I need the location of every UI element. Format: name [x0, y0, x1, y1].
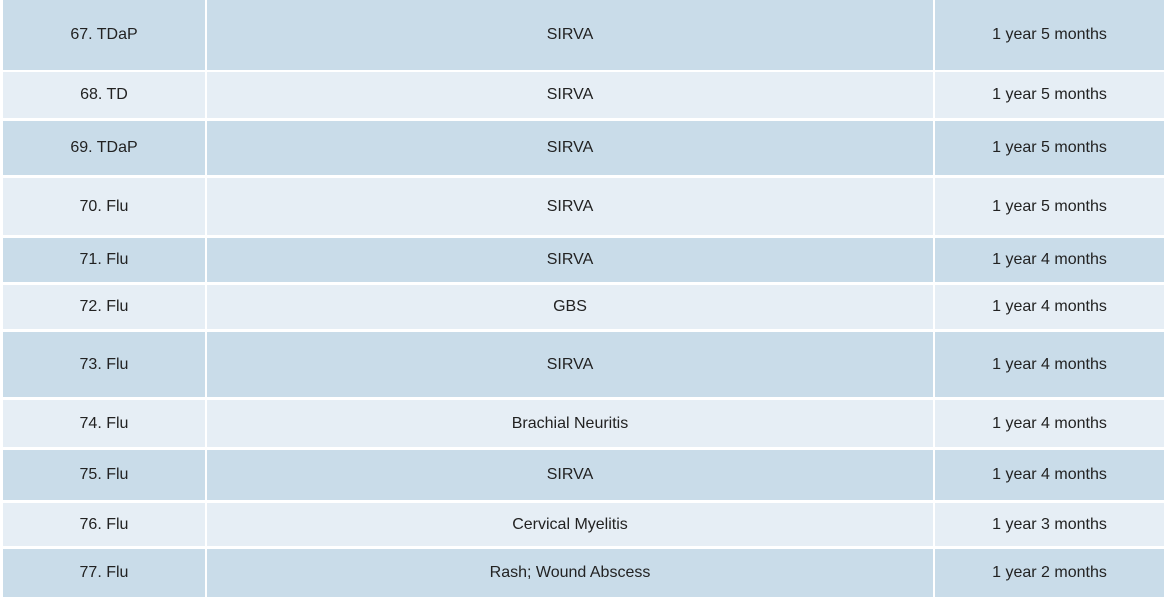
vaccine-cell: 74. Flu — [3, 400, 205, 447]
injury-cell: Rash; Wound Abscess — [207, 549, 933, 597]
injury-cell: SIRVA — [207, 0, 933, 70]
injury-cell: Cervical Myelitis — [207, 503, 933, 546]
vaccine-cell: 70. Flu — [3, 178, 205, 235]
vaccine-cell: 68. TD — [3, 72, 205, 118]
injury-cell: SIRVA — [207, 72, 933, 118]
vaccine-cell: 76. Flu — [3, 503, 205, 546]
vaccine-cell: 77. Flu — [3, 549, 205, 597]
vaccine-cell: 69. TDaP — [3, 121, 205, 175]
injury-cell: SIRVA — [207, 238, 933, 282]
injury-cell: SIRVA — [207, 332, 933, 397]
duration-cell: 1 year 5 months — [935, 72, 1164, 118]
vaccine-cell: 72. Flu — [3, 285, 205, 329]
vaccine-cell: 71. Flu — [3, 238, 205, 282]
vaccine-cell: 75. Flu — [3, 450, 205, 500]
duration-cell: 1 year 5 months — [935, 0, 1164, 70]
injury-cell: Brachial Neuritis — [207, 400, 933, 447]
vaccine-cell: 73. Flu — [3, 332, 205, 397]
duration-cell: 1 year 4 months — [935, 332, 1164, 397]
duration-cell: 1 year 4 months — [935, 238, 1164, 282]
duration-cell: 1 year 5 months — [935, 121, 1164, 175]
duration-cell: 1 year 4 months — [935, 400, 1164, 447]
injury-cell: SIRVA — [207, 178, 933, 235]
injury-cell: GBS — [207, 285, 933, 329]
injury-cell: SIRVA — [207, 450, 933, 500]
duration-cell: 1 year 4 months — [935, 450, 1164, 500]
duration-cell: 1 year 5 months — [935, 178, 1164, 235]
injury-cell: SIRVA — [207, 121, 933, 175]
duration-cell: 1 year 2 months — [935, 549, 1164, 597]
duration-cell: 1 year 4 months — [935, 285, 1164, 329]
duration-cell: 1 year 3 months — [935, 503, 1164, 546]
vaccine-cell: 67. TDaP — [3, 0, 205, 70]
